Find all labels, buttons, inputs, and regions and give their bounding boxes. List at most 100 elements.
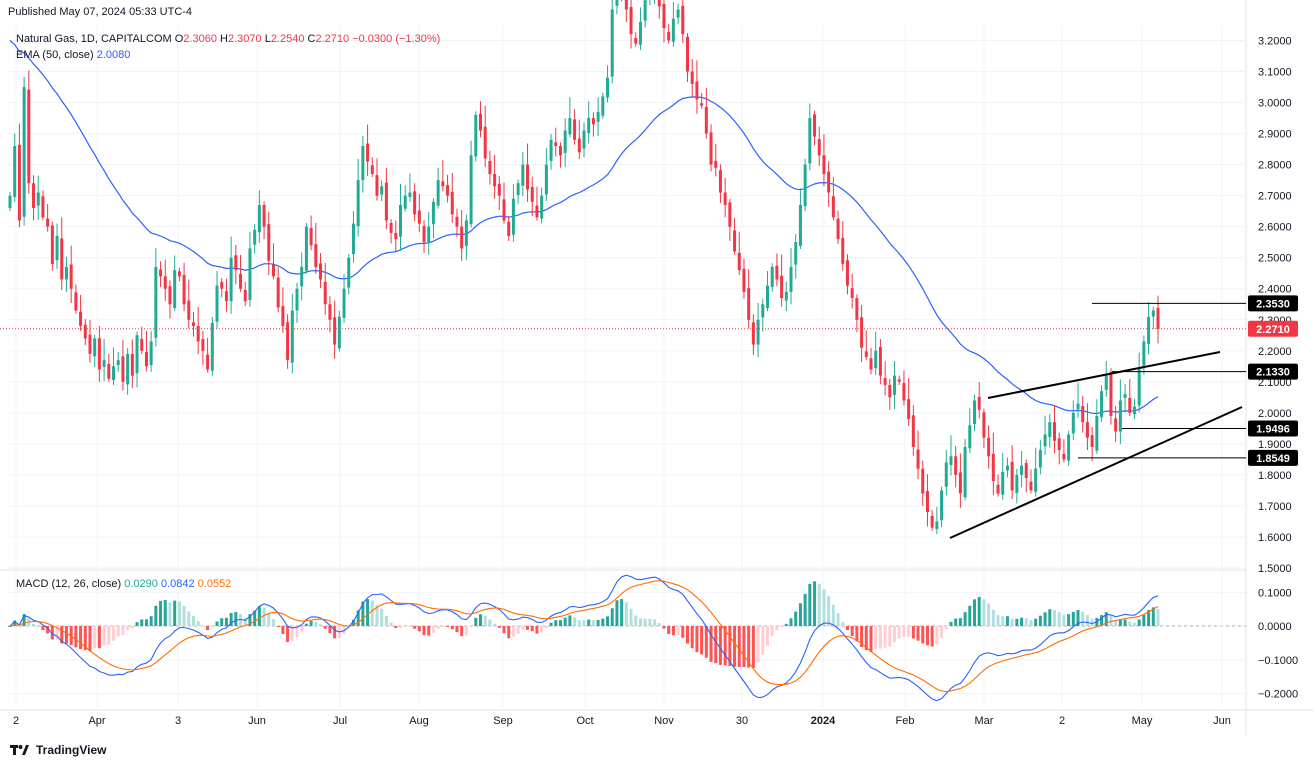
tradingview-logo-icon xyxy=(10,745,29,755)
candle-body xyxy=(469,155,473,225)
candle-body xyxy=(841,237,845,264)
price-tick-label: 3.2000 xyxy=(1258,36,1292,48)
macd-hist-bar xyxy=(982,599,986,626)
macd-hist-bar xyxy=(436,626,440,629)
upper-trendline xyxy=(987,351,1221,399)
candle-body xyxy=(1038,450,1042,468)
time-tick-label: Oct xyxy=(576,715,593,727)
time-axis[interactable]: 2 Apr 3 Jun Jul Aug Sep Oct Nov 30 2024 Feb Mar 2 May J… xyxy=(13,715,1231,727)
macd-label[interactable]: MACD (12, 26, close) xyxy=(16,578,122,590)
ohlc-close-label: C xyxy=(307,33,316,45)
macd-hist-bar xyxy=(850,626,854,637)
candle-body xyxy=(323,281,327,305)
macd-hist-bar xyxy=(770,626,774,637)
macd-hist-bar xyxy=(135,622,139,626)
macd-hist-bar xyxy=(860,626,864,647)
candle-body xyxy=(215,285,219,322)
candle-body xyxy=(535,205,539,218)
candle-body xyxy=(714,160,718,168)
candle-body xyxy=(733,230,737,252)
price-axis[interactable]: 3.2000 3.1000 3.0000 2.9000 2.8000 2.7000 2.60… xyxy=(1258,36,1292,575)
candle-body xyxy=(1100,391,1104,418)
candle-body xyxy=(996,484,1000,494)
price-labels: 2.3530 2.2710 2.1330 1.9496 1.8549 xyxy=(1248,295,1298,466)
macd-hist-bar xyxy=(116,626,120,637)
macd-hist-bar xyxy=(126,626,130,630)
macd-hist-bar xyxy=(700,626,704,655)
macd-hist-bar xyxy=(902,626,906,637)
macd-hist-bar xyxy=(1029,620,1033,626)
macd-axis[interactable]: 0.1000 0.0000 −0.1000 −0.2000 xyxy=(1258,587,1298,700)
macd-hist-bar xyxy=(1076,609,1080,626)
candle-body xyxy=(563,130,567,153)
candle-body xyxy=(460,226,464,249)
price-tick-label: 2.6000 xyxy=(1258,222,1292,234)
tradingview-brand[interactable]: TradingView xyxy=(10,743,106,757)
ohlc-high-label: H xyxy=(220,33,228,45)
macd-line xyxy=(9,574,1159,702)
candle-body xyxy=(17,144,21,221)
candle-body xyxy=(389,222,393,233)
candle-body xyxy=(511,198,515,235)
macd-hist-bar xyxy=(973,599,977,626)
macd-hist-bar xyxy=(1128,621,1132,626)
symbol-title[interactable]: Natural Gas, 1D, CAPITALCOM xyxy=(16,33,172,45)
macd-hist-bar xyxy=(1015,618,1019,626)
candle-body xyxy=(163,276,167,289)
candle-body xyxy=(88,334,92,354)
macd-hist-bar xyxy=(869,626,873,652)
ema-50-line xyxy=(9,40,1159,415)
macd-hist-bar xyxy=(1024,618,1028,626)
candle-body xyxy=(1062,453,1066,460)
candle-body xyxy=(1001,471,1005,495)
macd-hist-bar xyxy=(502,626,506,634)
candle-body xyxy=(1085,422,1089,438)
macd-hist-bar xyxy=(817,583,821,626)
candle-body xyxy=(897,379,901,382)
candle-body xyxy=(427,226,431,243)
symbol-legend[interactable]: Natural Gas, 1D, CAPITALCOM O2.3060 H2.3… xyxy=(16,33,440,45)
candle-body xyxy=(304,226,308,271)
macd-hist-bar xyxy=(17,625,21,627)
macd-hist-bar xyxy=(728,626,732,666)
macd-hist-bar xyxy=(450,626,454,630)
macd-hist-bar xyxy=(596,619,600,626)
candle-body xyxy=(361,146,365,181)
macd-hist-bar xyxy=(624,602,628,626)
time-tick-label: Jun xyxy=(248,715,266,727)
candle-body xyxy=(370,165,374,174)
candle-body xyxy=(544,164,548,195)
macd-hist-bar xyxy=(1043,612,1047,626)
macd-hist-bar xyxy=(74,626,78,648)
candle-body xyxy=(483,126,487,159)
macd-hist-bar xyxy=(1057,611,1061,626)
candle-body xyxy=(1048,422,1052,438)
level-tag xyxy=(1248,363,1298,380)
macd-hist-bar xyxy=(384,615,388,626)
macd-hist-bar xyxy=(206,626,210,631)
macd-hist-bar xyxy=(380,608,384,626)
macd-hist-bar xyxy=(930,626,934,647)
candle-body xyxy=(784,291,788,301)
candle-body xyxy=(963,446,967,498)
candle-body xyxy=(144,352,148,367)
level-tag xyxy=(1248,420,1298,437)
macd-hist-bar xyxy=(822,589,826,626)
macd-hist-bar xyxy=(780,626,784,628)
time-tick-label: 2 xyxy=(13,715,19,727)
ema-label[interactable]: EMA (50, close) xyxy=(16,49,94,61)
macd-legend[interactable]: MACD (12, 26, close) 0.0290 0.0842 0.055… xyxy=(16,578,231,590)
price-tick-label: 2.2000 xyxy=(1258,346,1292,358)
macd-hist-bar xyxy=(22,614,26,626)
candle-body xyxy=(836,218,840,240)
candle-body xyxy=(1052,422,1056,441)
macd-hist-bar xyxy=(582,620,586,626)
macd-hist-bar xyxy=(911,626,915,639)
candle-body xyxy=(356,180,360,227)
macd-tick-label: −0.2000 xyxy=(1258,689,1298,701)
ema-legend[interactable]: EMA (50, close) 2.0080 xyxy=(16,49,130,61)
candle-body xyxy=(521,164,525,186)
candle-body xyxy=(671,18,675,42)
candle-body xyxy=(384,182,388,221)
macd-hist-bar xyxy=(295,626,299,638)
